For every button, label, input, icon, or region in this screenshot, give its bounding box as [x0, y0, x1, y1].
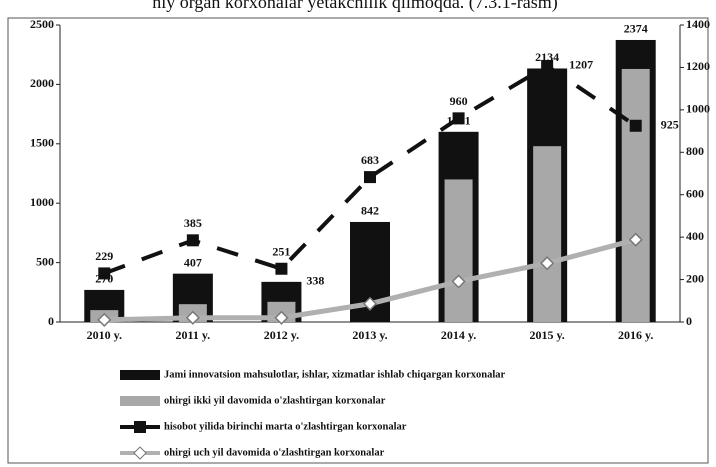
bar [533, 146, 562, 322]
marker [629, 119, 642, 132]
y-tick-label: 0 [48, 314, 54, 328]
data-label: 1207 [569, 58, 593, 72]
marker [540, 256, 555, 271]
caption: niy organ korxonalar yetakchilik qilmoqd… [152, 0, 558, 13]
legend-label: Jami innovatsion mahsulotlar, ishlar, xi… [164, 369, 506, 380]
data-label: 385 [184, 216, 202, 230]
data-label: 842 [361, 204, 379, 218]
legend-swatch [120, 370, 160, 380]
x-tick-label: 2015 y. [529, 328, 564, 342]
data-label: 1601 [447, 114, 471, 128]
data-label: 2134 [535, 50, 559, 64]
bar [621, 68, 650, 323]
legend-swatch [120, 396, 160, 406]
x-tick-label: 2012 y. [264, 328, 299, 342]
y2-tick-label: 0 [686, 314, 692, 328]
bar [444, 179, 473, 322]
data-label: 251 [272, 245, 290, 259]
data-label: 925 [661, 118, 679, 132]
legend-marker [134, 421, 146, 433]
y-tick-label: 1000 [30, 195, 54, 209]
y2-tick-label: 600 [686, 186, 704, 200]
data-label: 407 [184, 255, 202, 269]
x-tick-label: 2010 y. [87, 328, 122, 342]
chart-frame [7, 17, 709, 464]
x-tick-label: 2014 y. [441, 328, 476, 342]
marker [97, 312, 112, 327]
y2-tick-label: 200 [686, 271, 704, 285]
y2-tick-label: 800 [686, 144, 704, 158]
y2-tick-label: 1000 [686, 102, 710, 116]
y2-tick-label: 400 [686, 229, 704, 243]
marker [185, 310, 200, 325]
data-label: 270 [95, 272, 113, 286]
legend-label: hisobot yilida birinchi marta o'zlashtir… [164, 421, 407, 432]
marker [452, 112, 465, 125]
marker [186, 234, 199, 247]
x-tick-label: 2016 y. [618, 328, 653, 342]
data-label: 683 [361, 153, 379, 167]
marker [451, 274, 466, 289]
y-tick-label: 2000 [30, 76, 54, 90]
y2-tick-label: 1400 [686, 17, 710, 31]
legend-marker [133, 446, 147, 460]
data-label: 338 [306, 274, 324, 288]
legend-label: ohirgi ikki yil davomida o'zlashtirgan k… [164, 395, 386, 406]
marker [98, 267, 111, 280]
marker [274, 310, 289, 325]
data-label: 2374 [624, 22, 648, 36]
marker [364, 171, 376, 184]
y2-tick-label: 1200 [686, 59, 710, 73]
marker [275, 262, 288, 275]
marker [541, 59, 554, 72]
y-tick-label: 1500 [30, 136, 54, 150]
data-label: 960 [450, 94, 468, 108]
marker [362, 296, 378, 311]
x-tick-label: 2011 y. [176, 328, 211, 342]
y-tick-label: 500 [36, 254, 54, 268]
legend-label: ohirgi uch yil davomida o'zlashtirgan ko… [164, 447, 385, 458]
marker [628, 232, 643, 247]
y-tick-label: 2500 [30, 17, 54, 31]
data-label: 229 [95, 249, 113, 263]
x-tick-label: 2013 y. [352, 328, 387, 342]
